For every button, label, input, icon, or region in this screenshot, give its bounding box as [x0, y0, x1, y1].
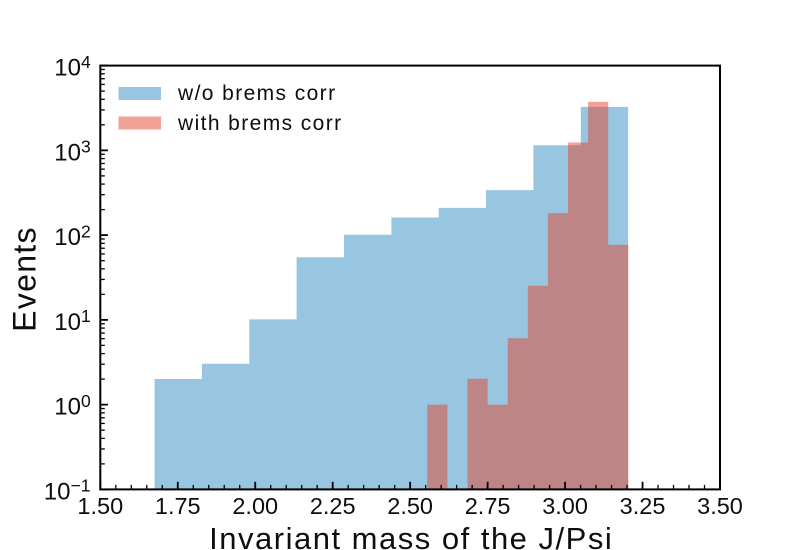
svg-text:with brems corr: with brems corr: [177, 112, 343, 135]
svg-text:102: 102: [54, 221, 90, 251]
svg-text:2.50: 2.50: [387, 493, 433, 519]
svg-text:Invariant mass of the J/Psi: Invariant mass of the J/Psi: [209, 521, 613, 550]
svg-text:3.00: 3.00: [542, 493, 588, 519]
svg-text:1.50: 1.50: [77, 493, 123, 519]
svg-text:1.75: 1.75: [155, 493, 201, 519]
svg-text:3.50: 3.50: [697, 493, 743, 519]
svg-text:Events: Events: [7, 226, 43, 332]
svg-text:w/o brems corr: w/o brems corr: [177, 82, 336, 105]
svg-text:2.25: 2.25: [310, 493, 356, 519]
svg-text:2.75: 2.75: [465, 493, 511, 519]
svg-text:10−1: 10−1: [44, 476, 91, 506]
svg-text:3.25: 3.25: [620, 493, 666, 519]
svg-text:2.00: 2.00: [232, 493, 278, 519]
